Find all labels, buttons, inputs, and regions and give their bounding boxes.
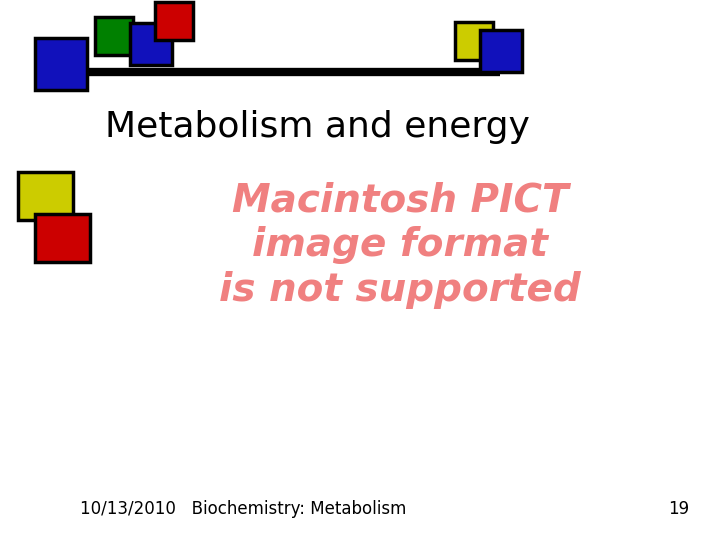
Bar (130, 23, 172, 65)
Text: image format: image format (252, 226, 548, 264)
Bar (18, 172, 73, 220)
Bar (95, 17, 133, 55)
Text: Metabolism and energy: Metabolism and energy (105, 110, 530, 144)
Text: 19: 19 (668, 500, 689, 518)
Text: Macintosh PICT: Macintosh PICT (232, 181, 568, 219)
Bar (480, 30, 522, 72)
Text: 10/13/2010   Biochemistry: Metabolism: 10/13/2010 Biochemistry: Metabolism (80, 500, 406, 518)
Text: is not supported: is not supported (219, 271, 581, 309)
Bar (35, 38, 87, 90)
Bar (455, 22, 493, 60)
Bar (35, 214, 90, 262)
Bar (155, 2, 193, 40)
